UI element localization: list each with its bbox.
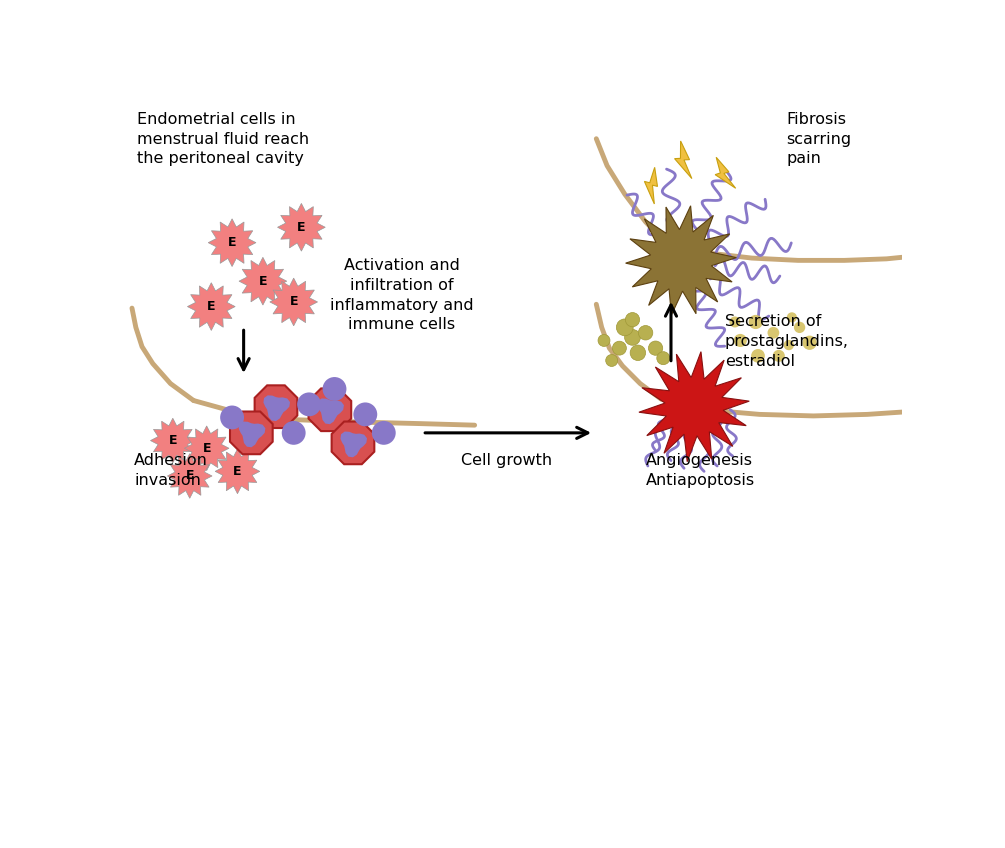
Circle shape [372,421,396,445]
Text: Endometrial cells in
menstrual fluid reach
the peritoneal cavity: Endometrial cells in menstrual fluid rea… [138,112,310,166]
Polygon shape [263,395,290,421]
Polygon shape [309,388,351,431]
Polygon shape [269,278,318,326]
Circle shape [281,421,306,445]
Circle shape [598,334,610,347]
Text: Activation and
infiltration of
inflammatory and
immune cells: Activation and infiltration of inflammat… [330,258,473,332]
Text: E: E [186,470,194,483]
Circle shape [734,334,747,347]
Circle shape [787,312,797,322]
Polygon shape [168,454,212,499]
Text: Cell growth: Cell growth [461,453,553,468]
Text: Fibrosis
scarring
pain: Fibrosis scarring pain [787,112,851,166]
Circle shape [751,349,765,363]
Circle shape [657,352,669,365]
Polygon shape [277,204,326,251]
Circle shape [784,340,794,350]
Circle shape [625,313,639,326]
Polygon shape [151,418,195,463]
Text: E: E [202,442,211,455]
Text: E: E [289,295,297,309]
Circle shape [648,341,662,355]
Circle shape [768,326,779,338]
Circle shape [606,354,618,366]
Circle shape [794,321,805,333]
Polygon shape [716,157,736,188]
Circle shape [220,405,244,429]
Text: E: E [297,220,306,234]
Circle shape [749,315,763,329]
Polygon shape [639,352,750,461]
Polygon shape [341,432,367,457]
Polygon shape [332,421,374,464]
Polygon shape [187,282,235,331]
Polygon shape [230,411,272,455]
Polygon shape [626,206,737,315]
Circle shape [297,393,321,416]
Circle shape [625,330,640,345]
Circle shape [730,316,741,327]
Polygon shape [644,167,657,204]
Circle shape [638,326,653,340]
Text: E: E [233,465,242,478]
Circle shape [802,336,817,350]
Polygon shape [318,399,344,424]
Circle shape [323,377,347,401]
Circle shape [354,403,377,427]
Text: E: E [258,275,267,287]
Polygon shape [215,449,260,494]
Circle shape [616,319,633,336]
Text: Angiogenesis
Antiapoptosis: Angiogenesis Antiapoptosis [645,453,755,488]
Polygon shape [239,421,265,447]
Polygon shape [208,219,256,266]
Circle shape [630,345,645,360]
Text: E: E [169,434,177,447]
Text: Adhesion
invasion: Adhesion invasion [135,453,208,488]
Text: E: E [228,237,236,249]
Polygon shape [239,257,286,305]
Text: Secretion of
prostaglandins,
estradiol: Secretion of prostaglandins, estradiol [725,315,849,369]
Circle shape [773,350,785,362]
Polygon shape [674,141,691,179]
Polygon shape [184,426,229,471]
Circle shape [612,341,626,355]
Text: E: E [207,300,215,313]
Polygon shape [254,385,297,428]
